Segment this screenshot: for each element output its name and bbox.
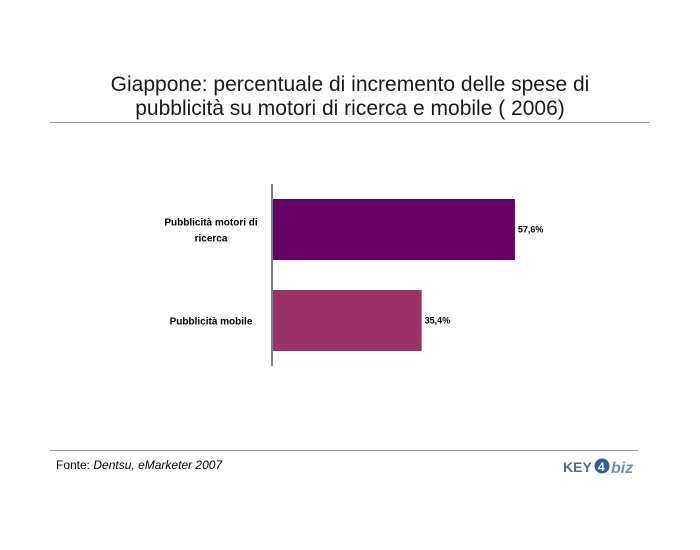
svg-text:KEY: KEY (563, 459, 592, 475)
source-note: Fonte: Dentsu, eMarketer 2007 (56, 458, 222, 472)
svg-text:4: 4 (598, 460, 605, 474)
chart-title-line-2: pubblicità su motori di ricerca e mobile… (135, 97, 565, 120)
svg-text:biz: biz (611, 460, 633, 477)
title-divider (50, 122, 650, 123)
category-label-2-line-1: Pubblicità mobile (170, 317, 253, 328)
bar-2 (273, 290, 422, 351)
source-text: Dentsu, eMarketer 2007 (93, 458, 223, 472)
bar-chart: 57,6% Pubblicità motori di ricerca 35,4% Pub… (164, 184, 543, 366)
key4biz-logo: KEY 4 biz (563, 458, 633, 477)
category-label-1-line-2: ricerca (195, 234, 228, 245)
footer-divider (50, 450, 638, 451)
value-label-1: 57,6% (518, 225, 544, 235)
bars-group: 57,6% Pubblicità motori di ricerca 35,4% Pub… (164, 199, 543, 351)
chart-title: Giappone: percentuale di incremento dell… (50, 73, 650, 121)
bar-1 (273, 199, 515, 260)
value-label-2: 35,4% (425, 316, 451, 326)
chart-title-line-1: Giappone: percentuale di incremento dell… (110, 73, 590, 96)
source-label: Fonte: (56, 458, 91, 472)
category-label-1-line-1: Pubblicità motori di (164, 218, 258, 229)
